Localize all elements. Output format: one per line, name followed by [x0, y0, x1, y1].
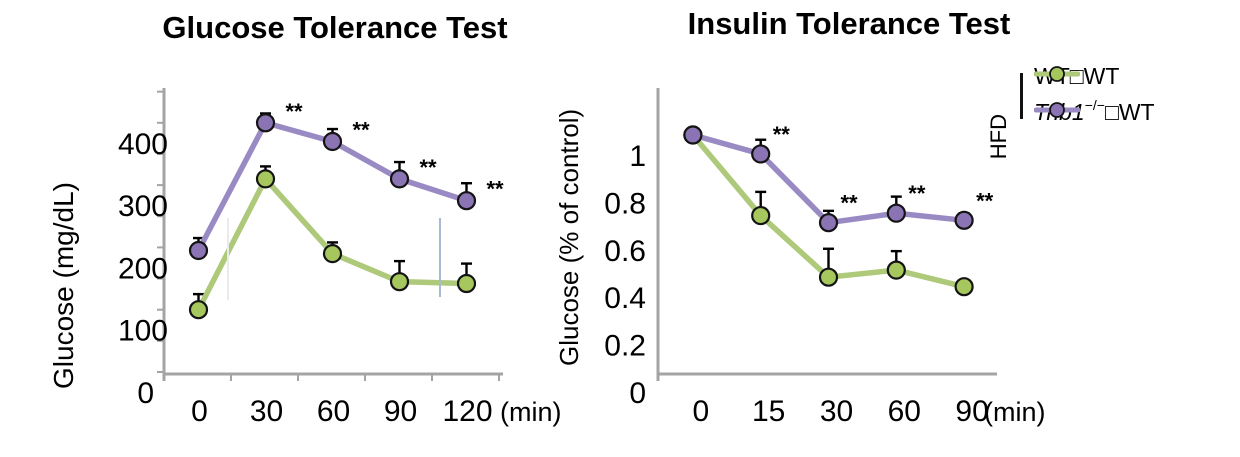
itt-x-axis-unit: (min) — [984, 397, 1046, 427]
data-point — [751, 205, 771, 226]
legend-group-label: HFD — [986, 114, 1011, 160]
gtt-chart: 0 100 200 300 400 0 30 60 90 120 ** ** ** ** — [118, 88, 504, 428]
data-point — [456, 191, 477, 211]
data-point — [188, 240, 209, 261]
y-tick-label: 1 — [629, 140, 646, 173]
significance-marker: ** — [773, 122, 791, 147]
data-point — [255, 113, 276, 133]
y-tick-label: 200 — [118, 252, 168, 285]
x-tick-label: 120 — [442, 395, 492, 428]
legend-group-bracket — [1020, 73, 1023, 119]
x-tick-label: 30 — [820, 395, 853, 428]
legend-line-marker-icon — [1034, 102, 1080, 118]
data-point — [954, 210, 974, 230]
data-point — [818, 213, 839, 233]
x-tick-label: 30 — [250, 395, 283, 428]
data-point — [886, 203, 906, 223]
data-point — [322, 131, 343, 152]
data-point — [818, 267, 839, 287]
significance-marker: ** — [286, 99, 304, 124]
series — [188, 165, 477, 320]
x-tick-label: 60 — [317, 395, 350, 428]
series-line — [690, 132, 967, 226]
itt-chart: 0 0.2 0.4 0.6 0.8 1 0 15 30 60 90 ** ** ** ** — [604, 88, 997, 428]
y-tick-label: 0.6 — [604, 235, 646, 268]
y-tick-label: 0.4 — [604, 282, 646, 315]
significance-marker: ** — [976, 188, 994, 213]
y-tick-label: 0.8 — [604, 187, 646, 220]
y-tick-label: 100 — [118, 315, 168, 348]
legend-item-label: Trib1−/−□WT — [1034, 96, 1155, 125]
gtt-y-axis-label: Glucose (mg/dL) — [48, 182, 79, 390]
legend-line-marker-icon — [1034, 66, 1080, 82]
legend-item-trib1: Trib1−/−□WT — [1034, 96, 1155, 126]
gtt-x-axis-unit: (min) — [500, 397, 562, 427]
y-tick-label: 400 — [118, 128, 168, 161]
data-point — [188, 300, 209, 320]
data-point — [389, 169, 410, 189]
data-point — [683, 125, 703, 145]
legend-item-wt: WT□WT — [1034, 62, 1119, 90]
y-tick-label: 0 — [137, 377, 154, 410]
x-tick-label: 0 — [191, 395, 208, 428]
y-tick-label: 300 — [118, 190, 168, 223]
x-tick-label: 90 — [384, 395, 417, 428]
x-tick-label: 60 — [888, 395, 921, 428]
y-tick-label: 0 — [629, 377, 646, 410]
itt-y-axis-label: Glucose (% of control) — [554, 108, 584, 366]
data-point — [456, 273, 477, 294]
data-point — [389, 272, 410, 292]
stray-artifact-line — [439, 218, 441, 297]
significance-marker: ** — [841, 191, 859, 216]
x-tick-label: 15 — [752, 395, 785, 428]
data-point — [751, 144, 771, 164]
significance-marker: ** — [420, 155, 438, 180]
data-point — [886, 260, 906, 280]
series: ** ** ** ** — [188, 99, 505, 261]
data-point — [255, 169, 276, 189]
significance-marker: ** — [908, 181, 926, 206]
gtt-chart-title: Glucose Tolerance Test — [162, 10, 508, 45]
series: ** ** ** ** — [683, 122, 994, 233]
significance-marker: ** — [353, 117, 371, 142]
significance-marker: ** — [487, 177, 505, 202]
y-tick-label: 0.2 — [604, 330, 646, 363]
itt-chart-title: Insulin Tolerance Test — [687, 6, 1011, 41]
x-tick-label: 0 — [693, 395, 710, 428]
stray-artifact-line — [227, 218, 229, 300]
data-point — [954, 277, 974, 297]
x-tick-label: 90 — [955, 395, 988, 428]
data-point — [322, 244, 343, 264]
